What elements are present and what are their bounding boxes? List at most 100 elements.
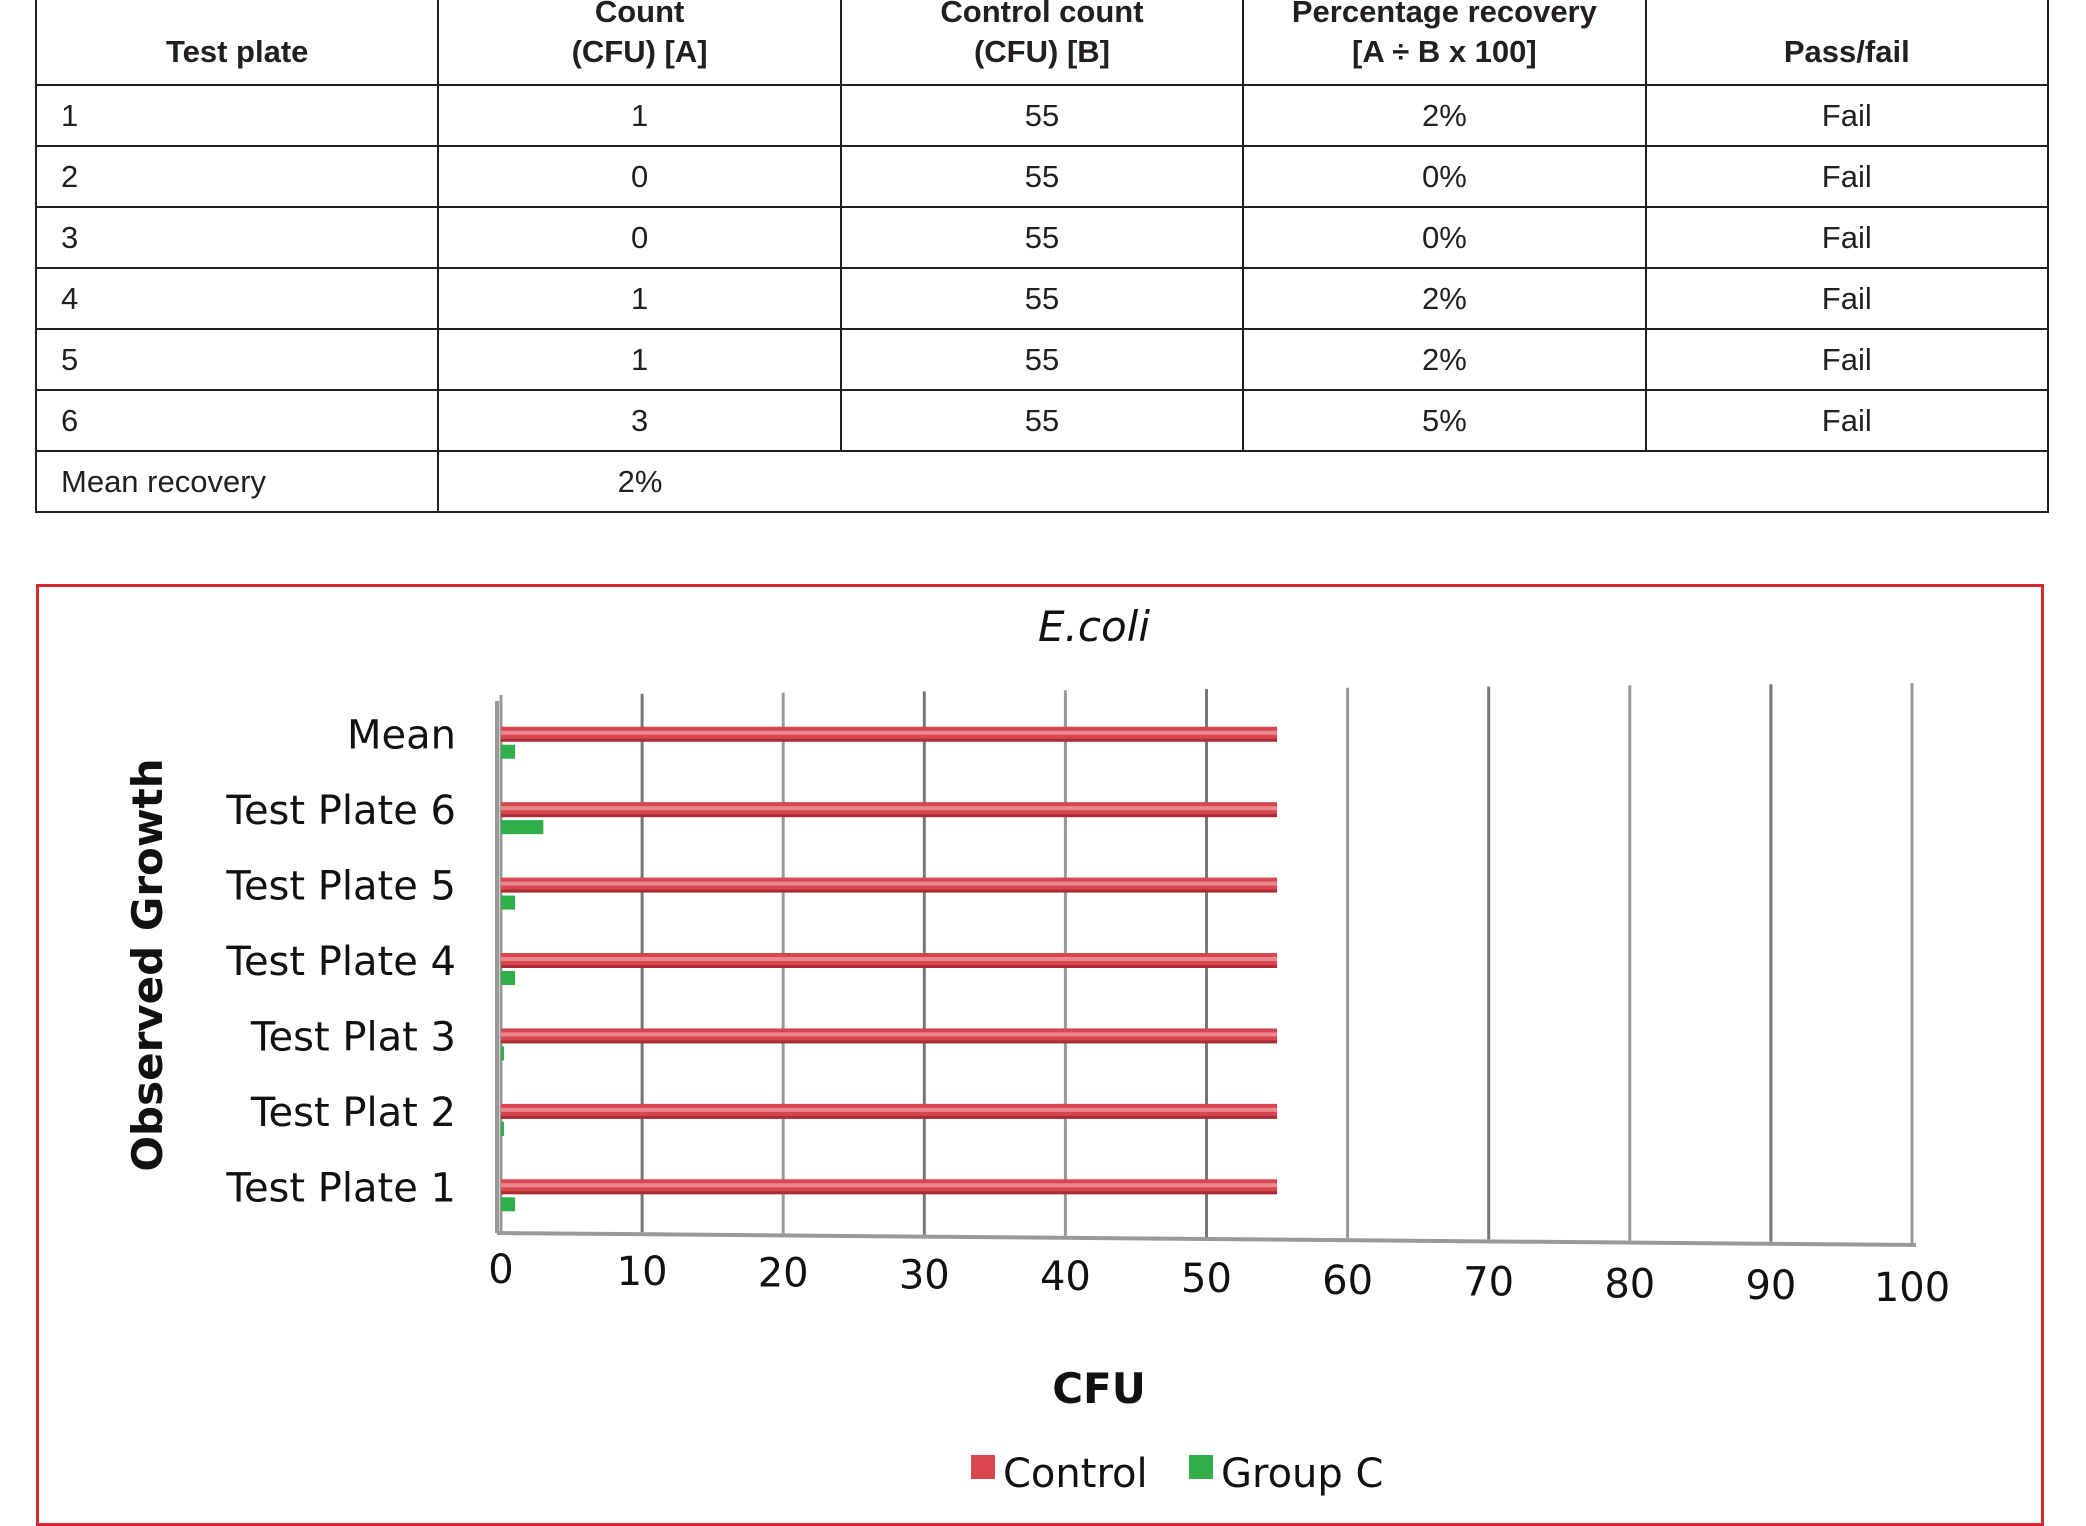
bar-group-c: [501, 744, 516, 759]
x-tick-label: 70: [1463, 1260, 1514, 1306]
chart-title: E.coli: [1038, 602, 1150, 651]
bar-control-shade: [501, 814, 1278, 818]
header-pass-fail: Pass/fail: [1644, 0, 2050, 86]
category-label: Test Plate 5: [225, 864, 456, 910]
bar-group-c: [501, 820, 544, 835]
header-test-plate: Test plate: [34, 0, 440, 86]
bar-control-shade: [501, 1040, 1278, 1044]
bar-group-c: [501, 1046, 504, 1061]
cell-pass-fail: Fail: [1644, 267, 2050, 330]
mean-recovery-value: 2%: [437, 450, 841, 513]
bar-control-shade: [501, 1115, 1278, 1119]
bar-group-c: [501, 971, 516, 985]
ecoli-bar-chart: E.coli CFU Observed Growth Test Plate 1T…: [123, 602, 1950, 1497]
x-tick-labels: 0 10 20 30 40 50 60 70 80 90 100: [488, 1247, 1950, 1311]
cell-pass-fail: Fail: [1644, 206, 2050, 269]
cell-percentage: 0%: [1242, 206, 1647, 269]
cell-test-plate: 6: [34, 389, 440, 452]
legend-swatch-group-c: [1189, 1455, 1213, 1479]
bar-control-shade: [501, 965, 1278, 968]
category-label: Test Plate 4: [225, 939, 456, 985]
cell-count: 1: [437, 328, 842, 391]
x-tick-label: 100: [1874, 1265, 1950, 1311]
bar-control-highlight: [501, 1107, 1278, 1112]
cell-test-plate: 5: [34, 328, 440, 391]
legend: Control Group C: [971, 1451, 1383, 1497]
mean-row-empty: [840, 450, 2050, 513]
x-tick-label: 10: [617, 1249, 668, 1295]
table-row: 2 0 55 0% Fail: [34, 145, 2050, 208]
category-labels: Test Plate 1 Test Plat 2 Test Plat 3 Test P…: [225, 713, 456, 1212]
cell-test-plate: 3: [34, 206, 440, 269]
legend-label-group-c: Group C: [1221, 1451, 1383, 1497]
header-percentage-recovery: Percentage recovery [A ÷ B x 100]: [1242, 0, 1647, 86]
bar-group-c: [501, 895, 516, 910]
cell-count: 1: [437, 84, 842, 147]
cell-control-count: 55: [839, 145, 1245, 208]
cell-control-count: 55: [839, 206, 1245, 269]
cell-count: 1: [437, 267, 842, 330]
x-tick-label: 30: [899, 1252, 950, 1298]
cell-percentage: 2%: [1242, 84, 1647, 147]
cell-percentage: 0%: [1242, 145, 1647, 208]
bar-control-shade: [501, 1191, 1278, 1195]
cell-test-plate: 1: [34, 84, 440, 147]
x-tick-label: 90: [1745, 1263, 1796, 1309]
x-tick-label: 40: [1040, 1254, 1091, 1300]
results-table: Test plate Count (CFU) [A] Control count…: [34, 0, 2050, 513]
bar-control-shade: [501, 738, 1278, 742]
category-label: Mean: [347, 713, 456, 759]
category-label: Test Plat 2: [250, 1090, 456, 1136]
bar-control-shade: [501, 889, 1278, 893]
bar-control-highlight: [501, 881, 1278, 886]
bar-control-highlight: [501, 730, 1278, 735]
bar-group-c: [501, 1197, 516, 1212]
legend-swatch-control: [971, 1455, 995, 1479]
table-row: 3 0 55 0% Fail: [34, 206, 2050, 269]
x-tick-label: 80: [1604, 1261, 1655, 1307]
bars: [501, 726, 1278, 1212]
cell-count: 0: [437, 206, 842, 269]
category-label: Test Plat 3: [250, 1014, 456, 1060]
category-label: Test Plate 1: [225, 1165, 456, 1211]
table-row: 1 1 55 2% Fail: [34, 84, 2050, 147]
header-count: Count (CFU) [A]: [437, 0, 842, 86]
y-axis-label: Observed Growth: [123, 758, 172, 1171]
cell-control-count: 55: [839, 389, 1245, 452]
cell-test-plate: 4: [34, 267, 440, 330]
category-label: Test Plate 6: [225, 788, 456, 834]
bar-control-highlight: [501, 806, 1278, 811]
legend-label-control: Control: [1003, 1451, 1148, 1497]
cell-control-count: 55: [839, 328, 1245, 391]
bar-control-highlight: [501, 1183, 1278, 1188]
bar-group-c: [501, 1121, 504, 1136]
cell-control-count: 55: [839, 267, 1245, 330]
header-control-count: Control count (CFU) [B]: [839, 0, 1245, 86]
table-header-row: Test plate Count (CFU) [A] Control count…: [34, 0, 2050, 86]
cell-count: 3: [437, 389, 842, 452]
x-axis-line: [496, 1231, 1917, 1247]
bar-control-highlight: [501, 957, 1278, 961]
axes: [495, 701, 1917, 1247]
table-body: 1 1 55 2% Fail 2 0 55 0% Fail 3 0 55 0% Fail 4 1 55 2% Fail…: [34, 84, 2050, 513]
cell-pass-fail: Fail: [1644, 389, 2050, 452]
table-row: 5 1 55 2% Fail: [34, 328, 2050, 391]
bar-control-highlight: [501, 1032, 1278, 1037]
x-tick-label: 0: [488, 1247, 513, 1293]
table-row: 6 3 55 5% Fail: [34, 389, 2050, 452]
cell-percentage: 2%: [1242, 267, 1647, 330]
x-tick-label: 60: [1322, 1258, 1373, 1304]
cell-count: 0: [437, 145, 842, 208]
cell-control-count: 55: [839, 84, 1245, 147]
cell-pass-fail: Fail: [1644, 328, 2050, 391]
x-tick-label: 20: [758, 1251, 809, 1297]
cell-percentage: 5%: [1242, 389, 1647, 452]
cell-test-plate: 2: [34, 145, 440, 208]
cell-pass-fail: Fail: [1644, 145, 2050, 208]
table-row: 4 1 55 2% Fail: [34, 267, 2050, 330]
x-axis-label: CFU: [1052, 1364, 1146, 1413]
x-tick-label: 50: [1181, 1256, 1232, 1302]
mean-recovery-label: Mean recovery: [34, 450, 439, 513]
mean-recovery-row: Mean recovery 2%: [34, 450, 2050, 513]
